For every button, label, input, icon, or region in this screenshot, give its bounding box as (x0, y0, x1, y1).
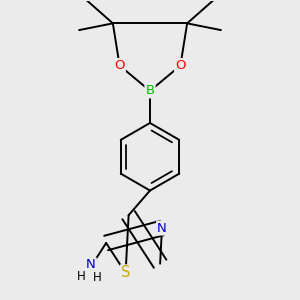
Text: O: O (114, 59, 125, 72)
Text: O: O (175, 59, 186, 72)
Text: N: N (157, 221, 167, 235)
Text: H: H (93, 271, 102, 284)
Text: H: H (77, 270, 86, 283)
Text: S: S (121, 266, 130, 280)
Text: N: N (86, 258, 96, 272)
Text: B: B (146, 84, 154, 98)
